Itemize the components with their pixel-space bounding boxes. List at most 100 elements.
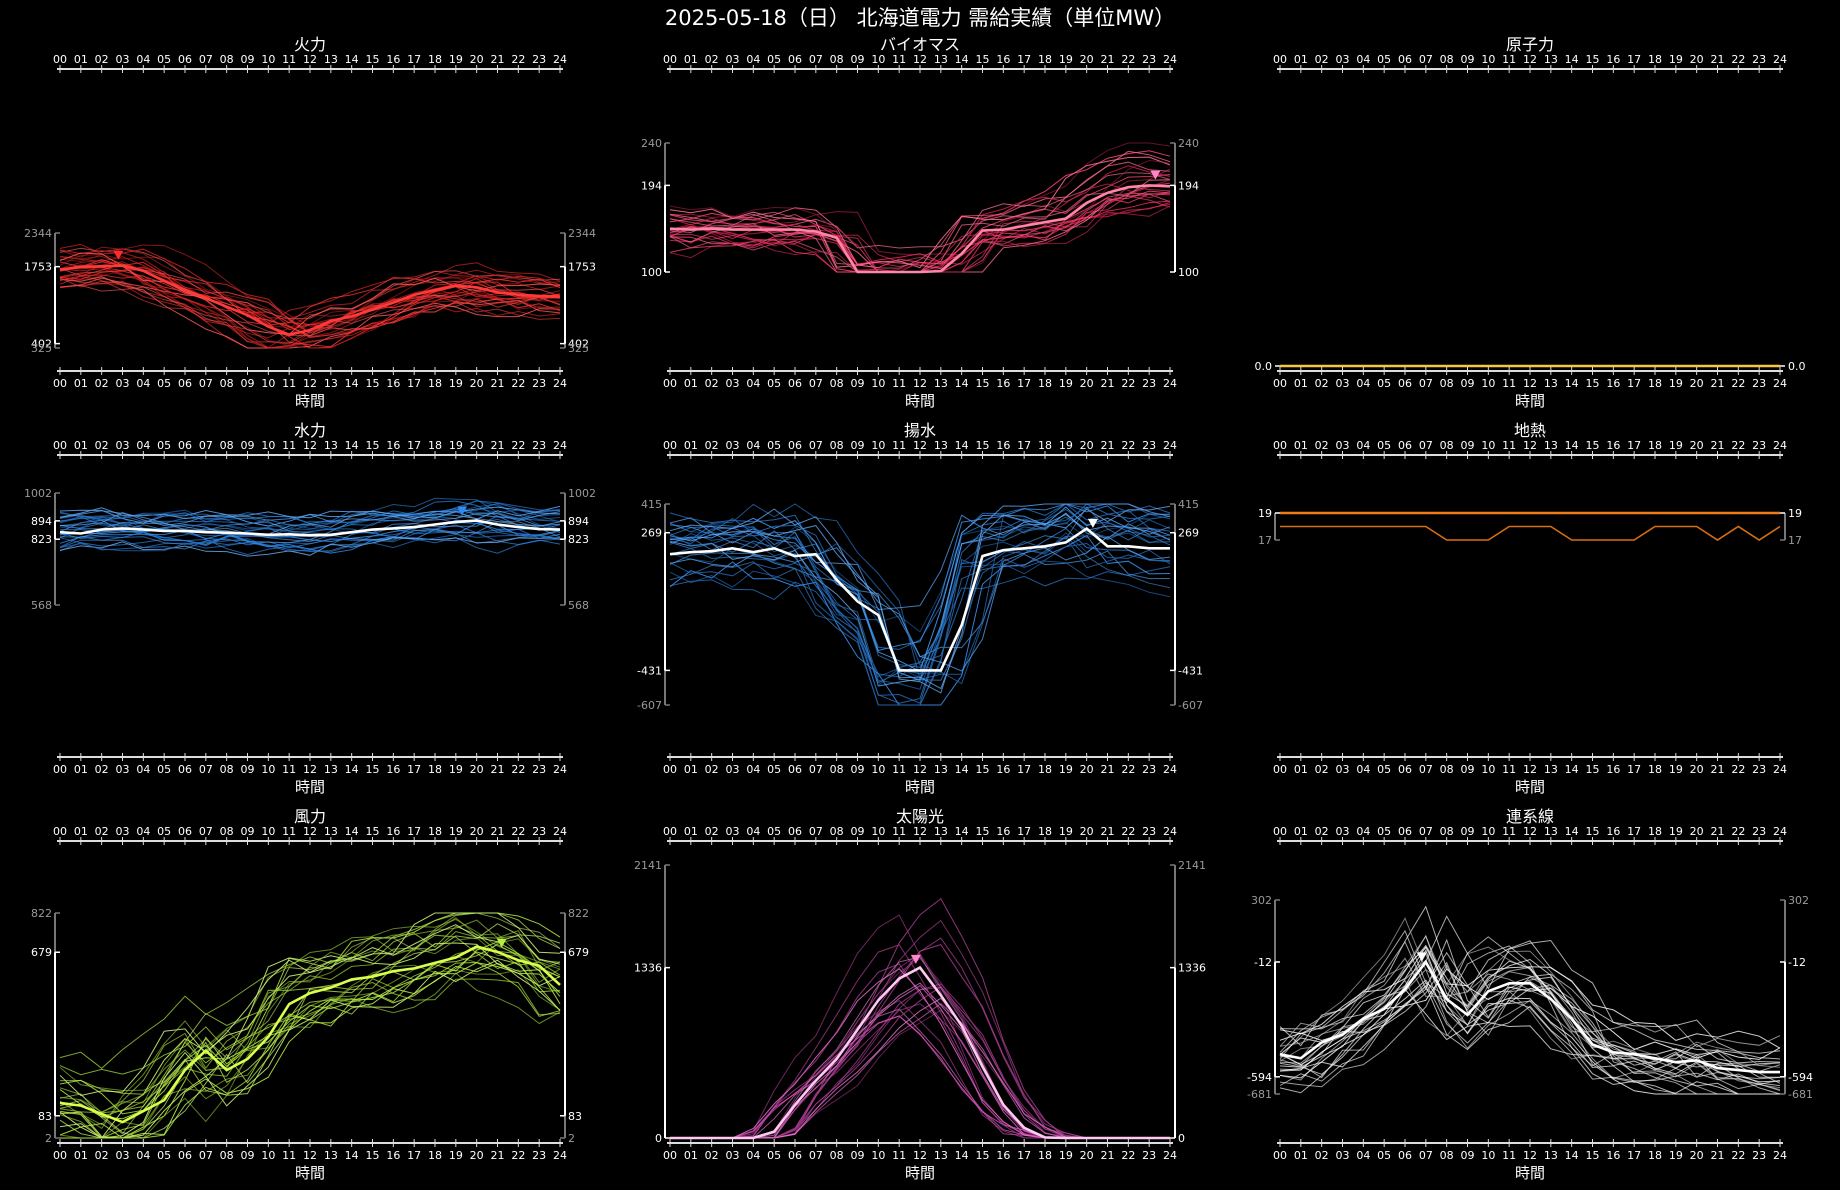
y-axis-right: 415 269 -431 -607: [1170, 498, 1203, 712]
hour-tick-label: 05: [1377, 763, 1391, 776]
background-series-line: [59, 267, 561, 349]
hour-tick-label: 14: [1565, 439, 1579, 452]
hour-tick-label: 06: [1398, 377, 1412, 390]
hour-axis-bottom-3: 00 01 02 03 04 05 06 07 08 09 10 11 12 13 14 15 16 17 18 19…: [53, 753, 567, 776]
hour-tick-label: 01: [684, 377, 698, 390]
hour-tick-label: 03: [1336, 825, 1350, 838]
current-marker: [910, 954, 921, 964]
y-axis-right: 0.0: [1780, 360, 1806, 373]
hour-tick-label: 05: [767, 53, 781, 66]
hour-tick-label: 06: [178, 1149, 192, 1162]
hour-tick-label: 12: [303, 1149, 317, 1162]
hour-tick-label: 06: [788, 763, 802, 776]
y-tick-label: 415: [641, 498, 662, 511]
background-series-line: [669, 172, 1171, 269]
hour-tick-label: 22: [511, 377, 525, 390]
hour-tick-label: 05: [157, 825, 171, 838]
hour-tick-label: 02: [705, 53, 719, 66]
hour-tick-label: 07: [809, 1149, 823, 1162]
hour-tick-label: 14: [955, 1149, 969, 1162]
hour-tick-label: 07: [199, 439, 213, 452]
hour-tick-label: 21: [491, 763, 505, 776]
background-series-line: [59, 510, 561, 531]
hour-axis-top-2: 00 01 02 03 04 05 06 07 08 09 10 11 12 13 14 15 16 17 18 19…: [1273, 53, 1787, 73]
hour-tick-label: 18: [1648, 377, 1662, 390]
hour-tick-label: 08: [220, 1149, 234, 1162]
y-tick-label: 0.0: [1255, 360, 1273, 373]
y-tick-label: 679: [31, 946, 52, 959]
hour-tick-label: 24: [1163, 763, 1177, 776]
hour-tick-label: 21: [491, 53, 505, 66]
background-series-line: [1279, 952, 1781, 1092]
hour-tick-label: 06: [1398, 1149, 1412, 1162]
hour-tick-label: 22: [511, 825, 525, 838]
hour-tick-label: 23: [1142, 439, 1156, 452]
hour-tick-label: 20: [470, 1149, 484, 1162]
hour-tick-label: 03: [116, 763, 130, 776]
hour-tick-label: 13: [1544, 825, 1558, 838]
hour-tick-label: 19: [449, 439, 463, 452]
hour-tick-label: 15: [976, 439, 990, 452]
background-series-line: [669, 192, 1171, 273]
y-tick-label: 100: [1178, 266, 1199, 279]
hour-tick-label: 09: [1461, 825, 1475, 838]
hour-tick-label: 13: [324, 763, 338, 776]
hour-tick-label: 11: [282, 825, 296, 838]
hour-tick-label: 07: [1419, 825, 1433, 838]
hour-tick-label: 15: [976, 825, 990, 838]
hour-tick-label: 16: [1606, 1149, 1620, 1162]
hour-tick-label: 08: [220, 763, 234, 776]
hour-tick-label: 12: [913, 439, 927, 452]
hour-tick-label: 14: [955, 825, 969, 838]
hour-tick-label: 12: [1523, 439, 1537, 452]
hour-tick-label: 12: [303, 53, 317, 66]
y-axis-right: 1002 894 823 568: [560, 487, 596, 612]
hour-tick-label: 19: [1669, 1149, 1683, 1162]
background-series-line: [60, 964, 561, 1139]
hour-tick-label: 24: [1773, 53, 1787, 66]
hour-tick-label: 16: [386, 1149, 400, 1162]
hour-tick-label: 11: [892, 439, 906, 452]
hour-tick-label: 18: [428, 439, 442, 452]
hour-axis-bottom-1: 00 01 02 03 04 05 06 07 08 09 10 11 12 13 14 15 16 17 18 19…: [663, 367, 1177, 390]
hour-tick-label: 01: [1294, 53, 1308, 66]
background-series-line: [1279, 959, 1780, 1095]
hour-tick-label: 24: [553, 825, 567, 838]
y-tick-label: 894: [568, 515, 589, 528]
hour-tick-label: 07: [1419, 439, 1433, 452]
hour-tick-label: 24: [553, 53, 567, 66]
hour-tick-label: 00: [1273, 1149, 1287, 1162]
hour-axis-bottom-0: 00 01 02 03 04 05 06 07 08 09 10 11 12 13 14 15 16 17 18 19…: [53, 367, 567, 390]
hour-tick-label: 09: [851, 763, 865, 776]
hour-tick-label: 09: [1461, 377, 1475, 390]
background-series-line: [59, 533, 561, 553]
background-series-line: [669, 503, 1171, 650]
background-series-line: [670, 984, 1170, 1139]
background-series-line: [669, 516, 1171, 668]
hour-tick-label: 05: [1377, 1149, 1391, 1162]
hour-tick-label: 07: [809, 377, 823, 390]
hour-tick-label: 17: [407, 1149, 421, 1162]
background-series-line: [670, 1008, 1170, 1139]
hour-tick-label: 04: [1356, 1149, 1370, 1162]
background-series-line: [669, 512, 1171, 611]
hour-tick-label: 18: [1648, 763, 1662, 776]
hour-tick-label: 00: [1273, 439, 1287, 452]
hour-tick-label: 03: [116, 1149, 130, 1162]
hour-tick-label: 08: [830, 377, 844, 390]
hour-tick-label: 05: [1377, 53, 1391, 66]
hour-tick-label: 04: [746, 53, 760, 66]
hour-tick-label: 05: [157, 1149, 171, 1162]
hour-tick-label: 12: [1523, 763, 1537, 776]
hour-tick-label: 08: [220, 377, 234, 390]
hour-axis-bottom-4: 00 01 02 03 04 05 06 07 08 09 10 11 12 13 14 15 16 17 18 19…: [663, 753, 1177, 776]
background-series-line: [669, 560, 1171, 678]
hour-tick-label: 12: [913, 53, 927, 66]
y-tick-label: 240: [641, 137, 662, 150]
hour-tick-label: 11: [282, 377, 296, 390]
y-tick-label: -12: [1254, 956, 1272, 969]
panel-title: 地熱: [1514, 421, 1546, 440]
hour-tick-label: 16: [386, 825, 400, 838]
